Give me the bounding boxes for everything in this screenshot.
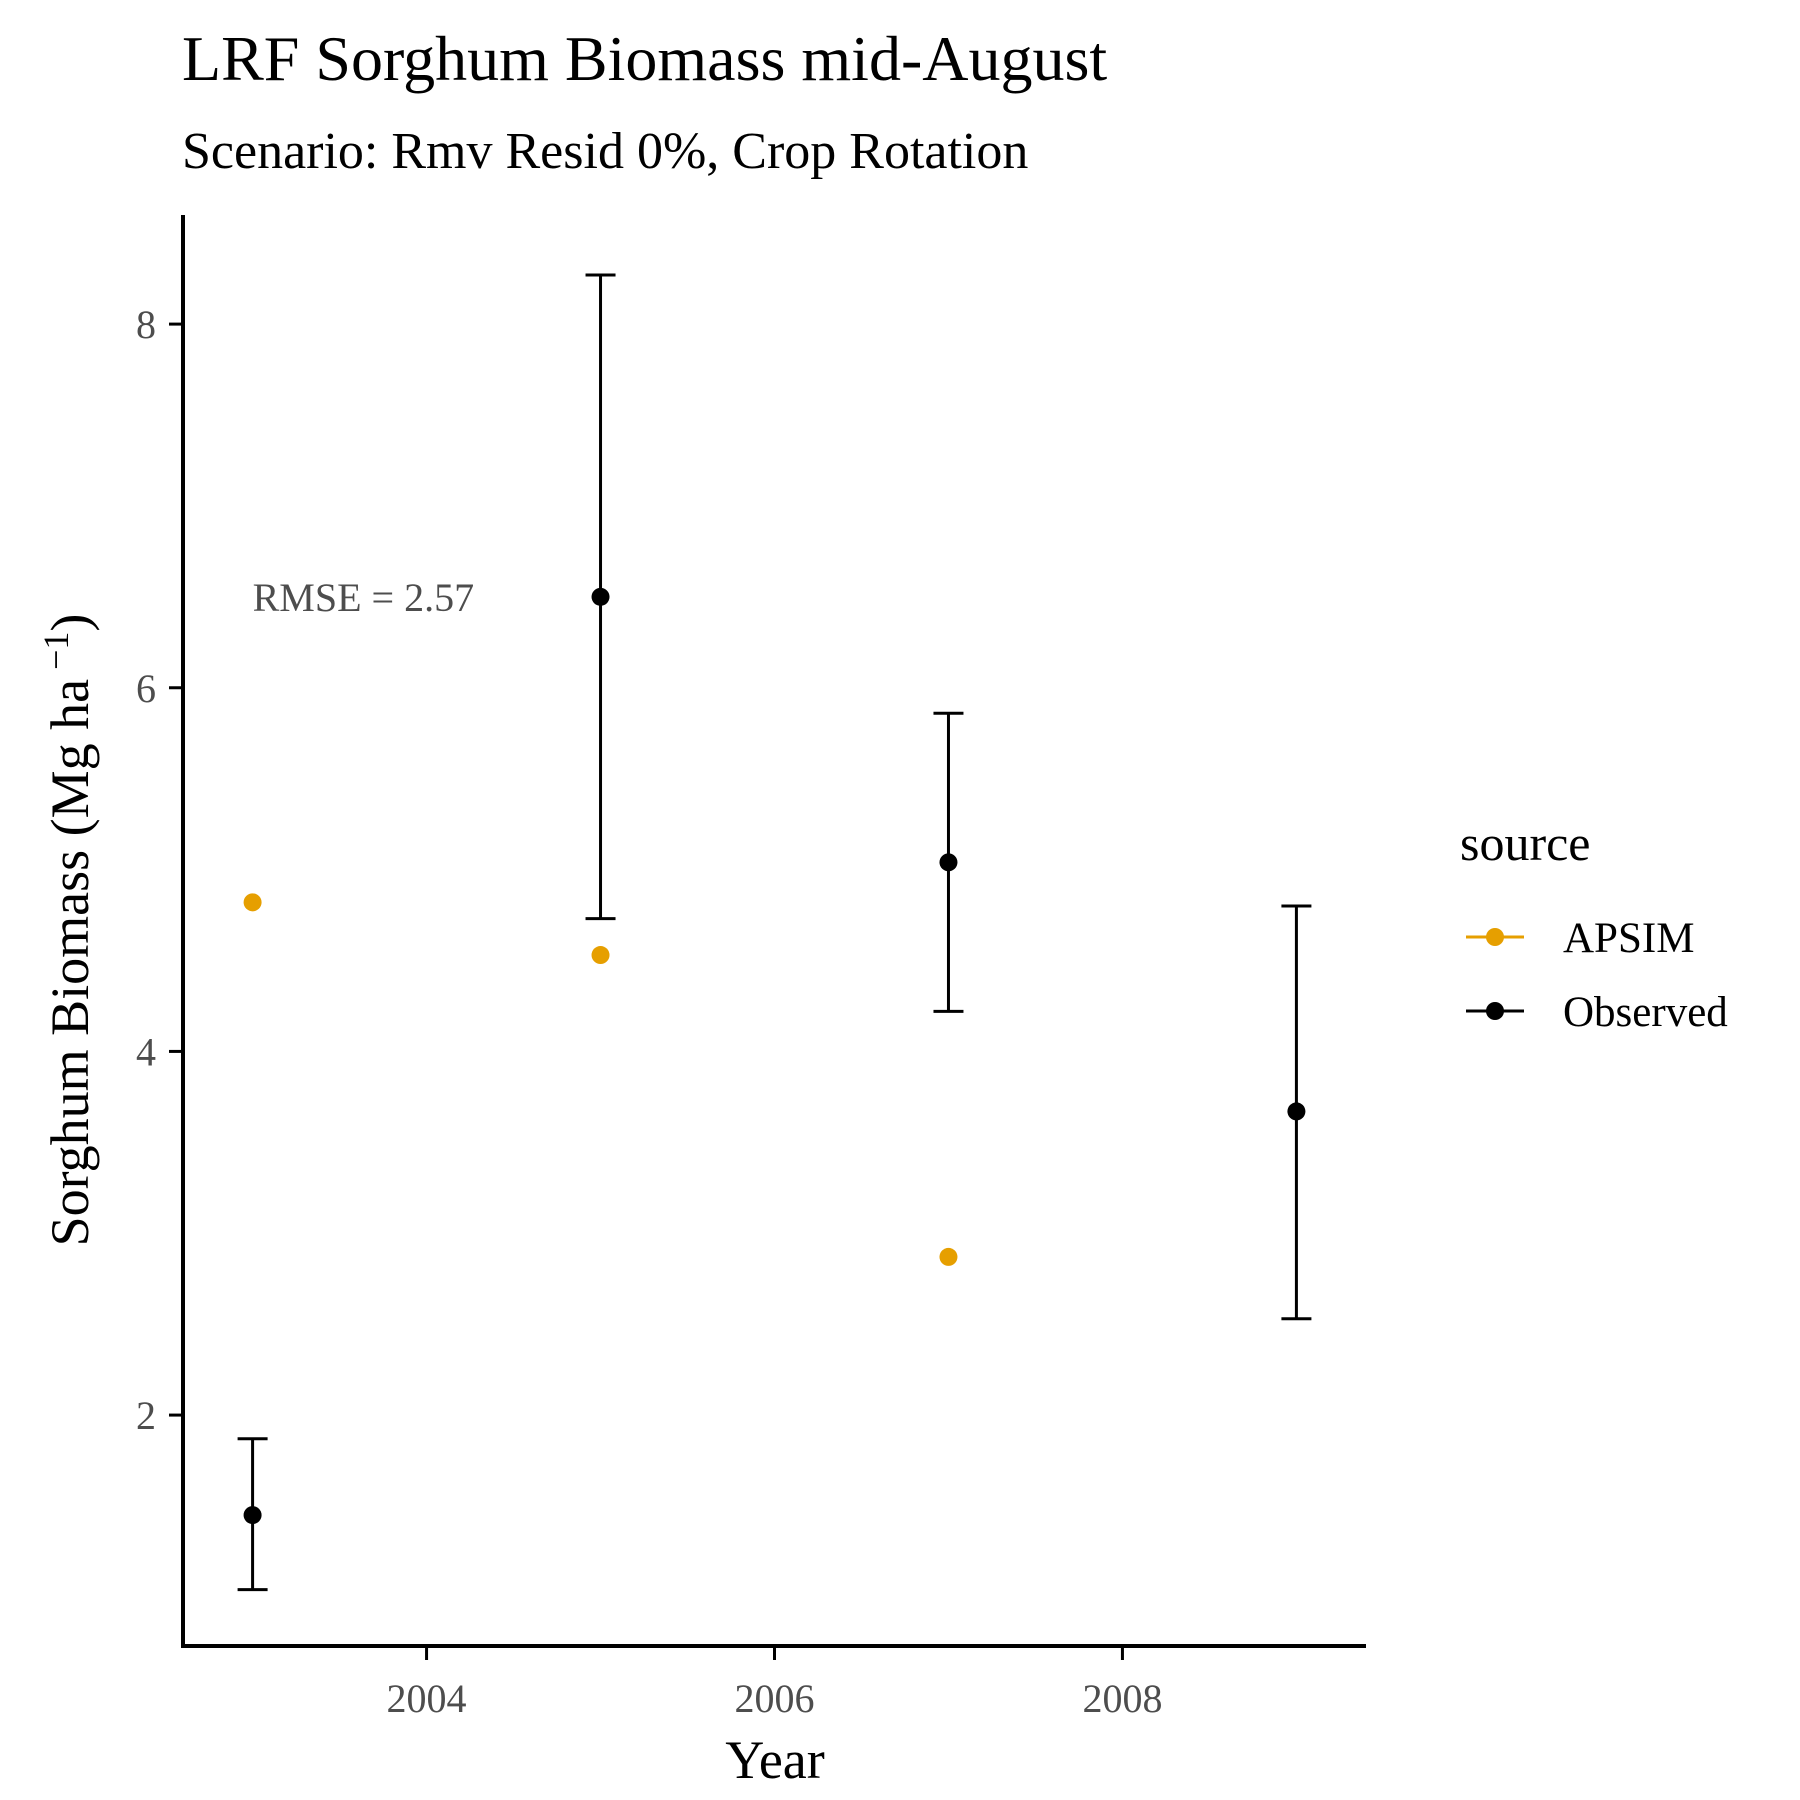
plot-area bbox=[237, 273, 1312, 1592]
legend-label-apsim: APSIM bbox=[1563, 915, 1694, 962]
x-axis-title: Year bbox=[725, 1730, 825, 1790]
point-apsim bbox=[939, 1247, 958, 1266]
point-observed bbox=[939, 853, 958, 872]
y-tick-label: 6 bbox=[136, 666, 156, 711]
y-axis-title: Sorghum Biomass (Mg ha −1) bbox=[36, 614, 100, 1247]
x-tick-label: 2006 bbox=[735, 1676, 815, 1721]
rmse-annotation: RMSE = 2.57 bbox=[253, 575, 474, 620]
legend-title: source bbox=[1460, 815, 1591, 871]
x-axis-ticks: 2004 2006 2008 bbox=[387, 1646, 1162, 1721]
legend-item-observed: Observed bbox=[1466, 989, 1728, 1036]
legend-key-dot-apsim bbox=[1486, 928, 1504, 946]
x-tick-label: 2004 bbox=[387, 1676, 467, 1721]
point-apsim bbox=[591, 946, 610, 965]
y-axis-title-superscript: −1 bbox=[36, 632, 76, 679]
legend-label-observed: Observed bbox=[1563, 989, 1728, 1036]
point-observed bbox=[1287, 1102, 1306, 1121]
point-observed bbox=[591, 587, 610, 606]
y-axis-title-main: Sorghum Biomass (Mg ha bbox=[40, 679, 100, 1247]
legend: source APSIM Observed bbox=[1460, 815, 1728, 1036]
chart-title: LRF Sorghum Biomass mid-August bbox=[182, 23, 1107, 94]
y-tick-label: 4 bbox=[136, 1029, 156, 1074]
y-tick-label: 8 bbox=[136, 302, 156, 347]
chart-subtitle: Scenario: Rmv Resid 0%, Crop Rotation bbox=[182, 123, 1028, 180]
point-observed bbox=[243, 1506, 262, 1525]
y-tick-label: 2 bbox=[136, 1393, 156, 1438]
y-axis-title-close: ) bbox=[40, 614, 100, 632]
legend-key-dot-observed bbox=[1486, 1002, 1504, 1020]
y-axis-ticks: 2 4 6 8 bbox=[136, 302, 183, 1438]
x-tick-label: 2008 bbox=[1082, 1676, 1162, 1721]
legend-item-apsim: APSIM bbox=[1466, 915, 1694, 962]
point-apsim bbox=[243, 893, 262, 912]
